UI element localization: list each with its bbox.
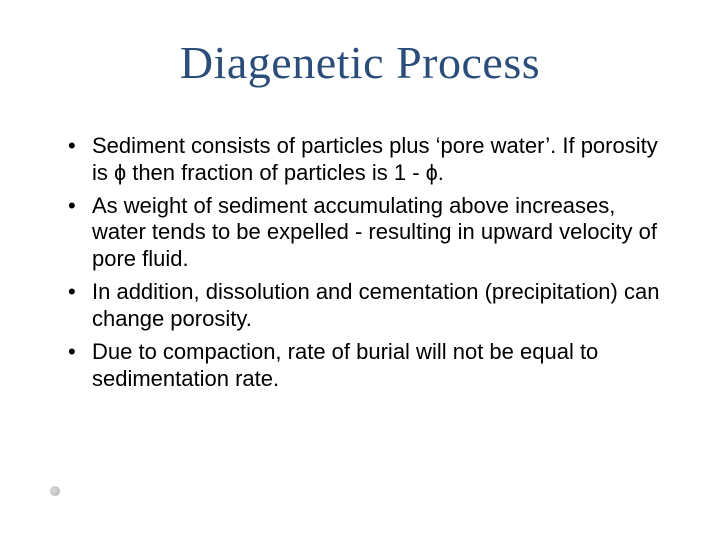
list-item: As weight of sediment accumulating above… — [64, 193, 664, 273]
decorative-dot — [50, 486, 60, 496]
list-item: Due to compaction, rate of burial will n… — [64, 339, 664, 393]
bullet-list: Sediment consists of particles plus ‘por… — [56, 133, 664, 392]
slide: Diagenetic Process Sediment consists of … — [0, 0, 720, 540]
list-item: Sediment consists of particles plus ‘por… — [64, 133, 664, 187]
slide-title: Diagenetic Process — [56, 36, 664, 89]
list-item: In addition, dissolution and cementation… — [64, 279, 664, 333]
